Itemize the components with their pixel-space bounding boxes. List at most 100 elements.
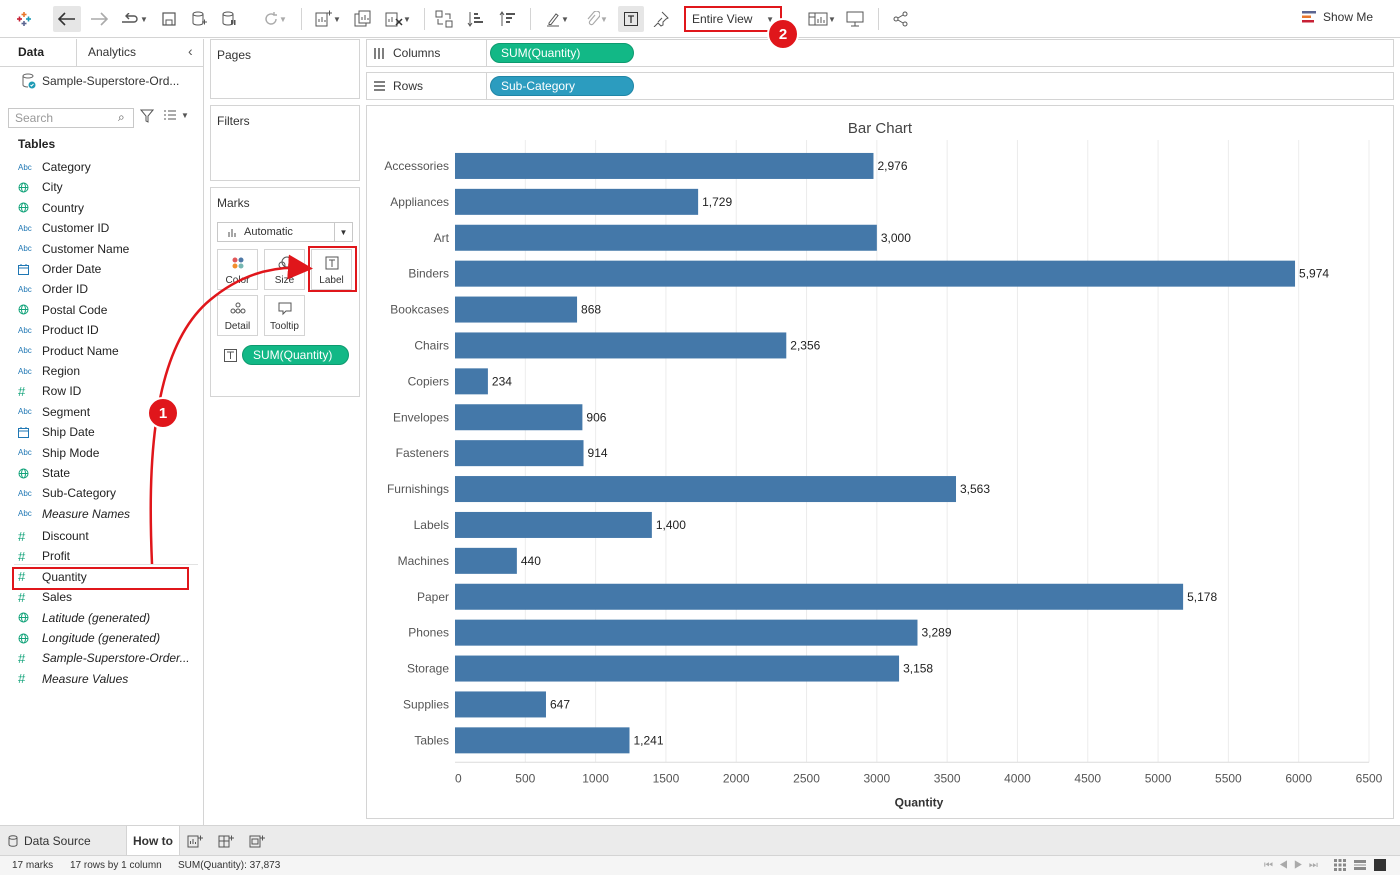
bar[interactable]: [455, 619, 918, 646]
field-item[interactable]: Order Date: [18, 259, 198, 279]
sheet-navigation-icon[interactable]: ⏮◀▶⏭: [1264, 860, 1324, 871]
bar[interactable]: [455, 404, 583, 431]
search-input[interactable]: [8, 108, 134, 128]
swap-rows-columns-icon[interactable]: [433, 6, 455, 32]
highlight-dropdown-icon[interactable]: ▼: [540, 6, 574, 32]
bar[interactable]: [455, 440, 584, 467]
field-item[interactable]: Abc Customer ID: [18, 218, 198, 238]
columns-shelf[interactable]: Columns SUM(Quantity): [366, 39, 1394, 67]
fit-view-value: Entire View: [692, 12, 753, 26]
filter-icon[interactable]: [139, 109, 155, 126]
field-item[interactable]: Abc Region: [18, 361, 198, 381]
bar[interactable]: [455, 511, 652, 538]
show-hide-cards-icon[interactable]: ▼: [805, 6, 839, 32]
pause-updates-icon[interactable]: [218, 6, 240, 32]
field-item[interactable]: # Sales: [18, 587, 198, 607]
rows-shelf[interactable]: Rows Sub-Category: [366, 72, 1394, 100]
detail-mark-button[interactable]: Detail: [217, 295, 258, 336]
globe-icon: [18, 304, 42, 315]
bar-chart[interactable]: Bar Chart Accessories 2,976 Appliances 1,729…: [367, 106, 1393, 818]
size-mark-button[interactable]: Size: [264, 249, 305, 290]
tooltip-mark-button[interactable]: Tooltip: [264, 295, 305, 336]
field-item[interactable]: # Discount: [18, 526, 198, 546]
share-icon[interactable]: [890, 6, 912, 32]
bar[interactable]: [455, 332, 787, 359]
bar[interactable]: [455, 188, 699, 215]
tab-analytics[interactable]: Analytics: [88, 45, 137, 59]
field-item[interactable]: Abc Product ID: [18, 320, 198, 340]
back-icon[interactable]: [53, 6, 81, 32]
label-quantity-pill[interactable]: SUM(Quantity): [242, 345, 349, 365]
color-mark-button[interactable]: Color: [217, 249, 258, 290]
field-item[interactable]: Abc Customer Name: [18, 239, 198, 259]
label-mark-button[interactable]: Label: [311, 249, 352, 290]
bar[interactable]: [455, 727, 630, 754]
clear-sheet-icon[interactable]: ▼: [380, 6, 416, 32]
new-worksheet-tab-icon[interactable]: [187, 826, 203, 856]
bar[interactable]: [455, 655, 900, 682]
tab-data[interactable]: Data: [18, 45, 45, 59]
refresh-dropdown-icon[interactable]: ▼: [256, 6, 294, 32]
field-item[interactable]: Longitude (generated): [18, 628, 198, 648]
field-item[interactable]: Abc Sub-Category: [18, 483, 198, 503]
category-label: Appliances: [390, 195, 449, 209]
field-item[interactable]: State: [18, 463, 198, 483]
field-item[interactable]: Postal Code: [18, 300, 198, 320]
new-dashboard-tab-icon[interactable]: [218, 826, 234, 856]
field-item[interactable]: # Row ID: [18, 381, 198, 401]
field-item[interactable]: Country: [18, 198, 198, 218]
field-item[interactable]: # Profit: [18, 546, 198, 566]
bar[interactable]: [455, 691, 546, 718]
forward-icon[interactable]: [86, 6, 112, 32]
field-item[interactable]: City: [18, 177, 198, 197]
datasource-item[interactable]: Sample-Superstore-Ord...: [22, 73, 179, 89]
fit-view-dropdown[interactable]: Entire View ▼: [684, 6, 782, 32]
collapse-pane-icon[interactable]: ‹: [188, 43, 193, 59]
rows-pill[interactable]: Sub-Category: [490, 76, 634, 96]
field-item[interactable]: Abc Segment: [18, 402, 198, 422]
bar[interactable]: [455, 296, 578, 323]
save-icon[interactable]: [158, 6, 180, 32]
fix-axes-icon[interactable]: [650, 6, 672, 32]
view-options-icon[interactable]: ▼: [163, 109, 189, 121]
bar[interactable]: [455, 476, 957, 503]
tabs-view-icon[interactable]: [1374, 859, 1386, 874]
sheet-tab-how-to[interactable]: How to: [126, 826, 180, 856]
sort-descending-icon[interactable]: [497, 6, 519, 32]
field-item[interactable]: Abc Order ID: [18, 279, 198, 299]
tableau-logo-icon[interactable]: [14, 6, 34, 32]
presentation-mode-icon[interactable]: [844, 6, 866, 32]
show-mark-labels-icon[interactable]: [618, 6, 644, 32]
field-item[interactable]: Abc Product Name: [18, 341, 198, 361]
bar[interactable]: [455, 583, 1184, 610]
duplicate-sheet-icon[interactable]: [352, 6, 374, 32]
bar[interactable]: [455, 368, 488, 395]
bar[interactable]: [455, 152, 874, 179]
field-item[interactable]: # Quantity: [18, 567, 198, 587]
filmstrip-icon[interactable]: [1354, 859, 1366, 874]
sort-ascending-icon[interactable]: [465, 6, 487, 32]
field-item[interactable]: Latitude (generated): [18, 608, 198, 628]
data-source-tab[interactable]: Data Source: [8, 826, 91, 856]
group-members-icon[interactable]: ▼: [580, 6, 614, 32]
chart-area[interactable]: Bar Chart Accessories 2,976 Appliances 1,729…: [366, 105, 1394, 819]
filters-card[interactable]: Filters: [210, 105, 360, 181]
field-item[interactable]: # Measure Values: [18, 669, 198, 689]
sheet-sorter-icon[interactable]: [1334, 859, 1346, 874]
pages-card[interactable]: Pages: [210, 39, 360, 99]
redo-dropdown-icon[interactable]: ▼: [117, 6, 151, 32]
mark-type-dropdown[interactable]: Automatic ▼: [217, 222, 353, 242]
bar[interactable]: [455, 547, 517, 574]
columns-pill[interactable]: SUM(Quantity): [490, 43, 634, 63]
bar[interactable]: [455, 224, 877, 251]
show-me-button[interactable]: Show Me: [1302, 10, 1373, 24]
field-item[interactable]: Abc Measure Names: [18, 504, 198, 524]
new-story-tab-icon[interactable]: [249, 826, 265, 856]
field-item[interactable]: Abc Category: [18, 157, 198, 177]
field-item[interactable]: Ship Date: [18, 422, 198, 442]
field-item[interactable]: # Sample-Superstore-Order...: [18, 648, 198, 668]
new-worksheet-icon[interactable]: ▼: [310, 6, 346, 32]
field-item[interactable]: Abc Ship Mode: [18, 443, 198, 463]
new-datasource-icon[interactable]: [188, 6, 210, 32]
bar[interactable]: [455, 260, 1296, 287]
